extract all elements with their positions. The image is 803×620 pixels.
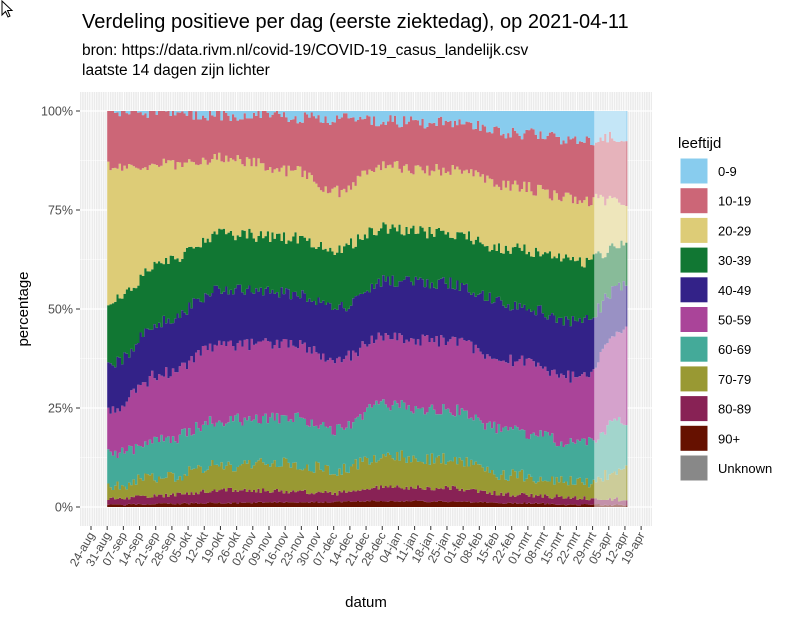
legend-title: leeftijd xyxy=(678,135,721,152)
y-tick-label: 75% xyxy=(48,204,73,218)
legend-label: 70-79 xyxy=(718,372,751,387)
legend-swatch-10-19 xyxy=(679,187,709,215)
legend-swatch-80-89 xyxy=(679,395,709,423)
legend-swatch-unknown xyxy=(679,454,709,482)
area-layer-30-39 xyxy=(107,222,628,368)
x-axis-title: datum xyxy=(345,594,387,611)
y-tick-label: 100% xyxy=(41,105,73,119)
legend-swatch-30-39 xyxy=(679,246,709,274)
legend-label: 60-69 xyxy=(718,342,751,357)
stacked-area-layers xyxy=(107,111,628,507)
area-layer-50-59 xyxy=(107,326,628,458)
area-layer-0-9 xyxy=(107,111,628,146)
legend-label: Unknown xyxy=(718,461,772,476)
area-layer-70-79 xyxy=(107,450,628,502)
legend-label: 0-9 xyxy=(718,164,737,179)
legend-label: 10-19 xyxy=(718,194,751,209)
area-layer-90plus xyxy=(107,500,628,507)
chart-subtitle-source: bron: https://data.rivm.nl/covid-19/COVI… xyxy=(82,42,529,59)
y-tick-label: 50% xyxy=(48,303,73,317)
legend-swatch-20-29 xyxy=(679,216,709,244)
chart-title: Verdeling positieve per dag (eerste ziek… xyxy=(82,11,629,33)
legend-swatch-90plus xyxy=(679,424,709,452)
area-layer-80-89 xyxy=(107,485,628,506)
x-axis: 24-aug31-aug07-sep14-sep21-sep28-sep05-o… xyxy=(67,526,648,569)
legend-swatch-0-9 xyxy=(679,157,709,185)
legend-swatch-50-59 xyxy=(679,306,709,333)
area-layer-10-19 xyxy=(107,111,628,207)
area-layer-60-69 xyxy=(107,399,628,490)
legend-label: 80-89 xyxy=(718,402,751,417)
y-axis-title: percentage xyxy=(15,271,32,346)
legend-label: 50-59 xyxy=(718,313,751,328)
legend-label: 40-49 xyxy=(718,283,751,298)
legend-swatch-70-79 xyxy=(679,365,709,393)
legend: 0-9 10-19 20-29 30-39 40-49 50-59 60-69 70-79 80… xyxy=(679,157,772,482)
legend-swatch-60-69 xyxy=(679,335,709,363)
legend-label: 90+ xyxy=(718,431,740,446)
mouse-cursor-icon xyxy=(1,0,14,18)
y-tick-label: 0% xyxy=(55,501,73,515)
area-layer-20-29 xyxy=(107,152,628,306)
y-axis: 0% 25% 50% 75% 100% xyxy=(41,105,80,515)
area-layer-40-49 xyxy=(107,275,628,414)
legend-label: 20-29 xyxy=(718,223,751,238)
last-14-days-overlay xyxy=(594,111,627,507)
legend-label: 30-39 xyxy=(718,253,751,268)
chart-subtitle-note: laatste 14 dagen zijn lichter xyxy=(82,62,270,79)
y-tick-label: 25% xyxy=(48,402,73,416)
legend-swatch-40-49 xyxy=(679,276,709,304)
